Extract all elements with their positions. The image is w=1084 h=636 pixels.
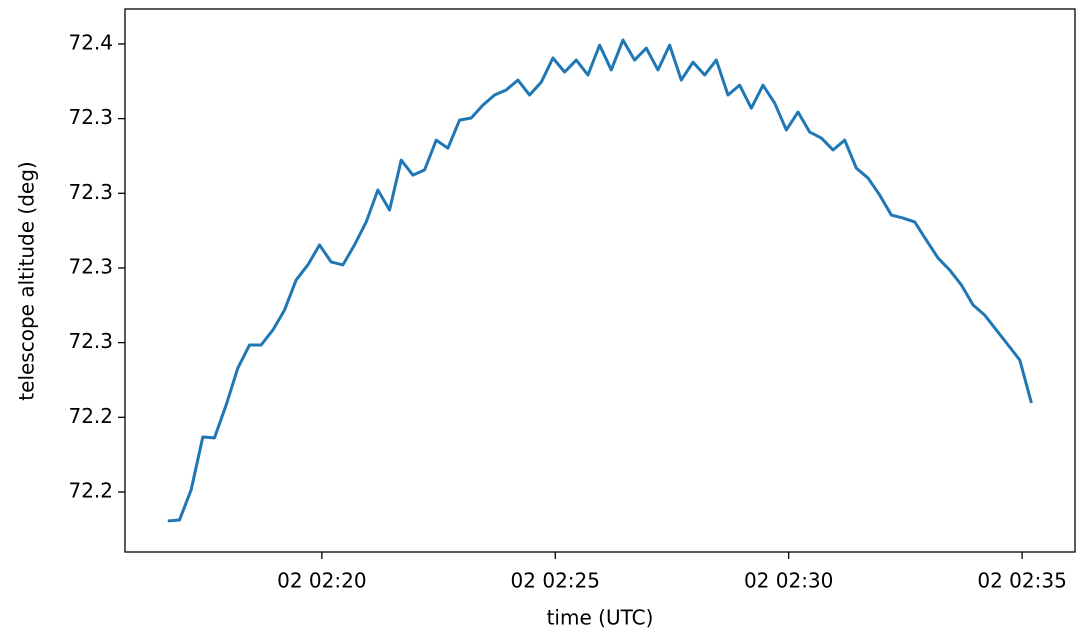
x-axis-label: time (UTC) xyxy=(547,606,654,630)
data-line xyxy=(167,38,1033,523)
y-tick-label: 72.3 xyxy=(68,254,113,278)
x-tick-label: 02 02:20 xyxy=(277,569,366,593)
y-axis-label: telescope altitude (deg) xyxy=(15,161,39,400)
x-tick-label: 02 02:30 xyxy=(744,569,833,593)
plot-frame xyxy=(124,8,1076,553)
y-tick-label: 72.3 xyxy=(68,329,113,353)
y-tick-label: 72.3 xyxy=(68,180,113,204)
y-tick-label: 72.2 xyxy=(68,478,113,502)
y-tick-label: 72.2 xyxy=(68,404,113,428)
x-tick-label: 02 02:25 xyxy=(511,569,600,593)
x-tick-label: 02 02:35 xyxy=(977,569,1066,593)
y-tick-label: 72.4 xyxy=(68,30,113,54)
y-tick-label: 72.3 xyxy=(68,105,113,129)
